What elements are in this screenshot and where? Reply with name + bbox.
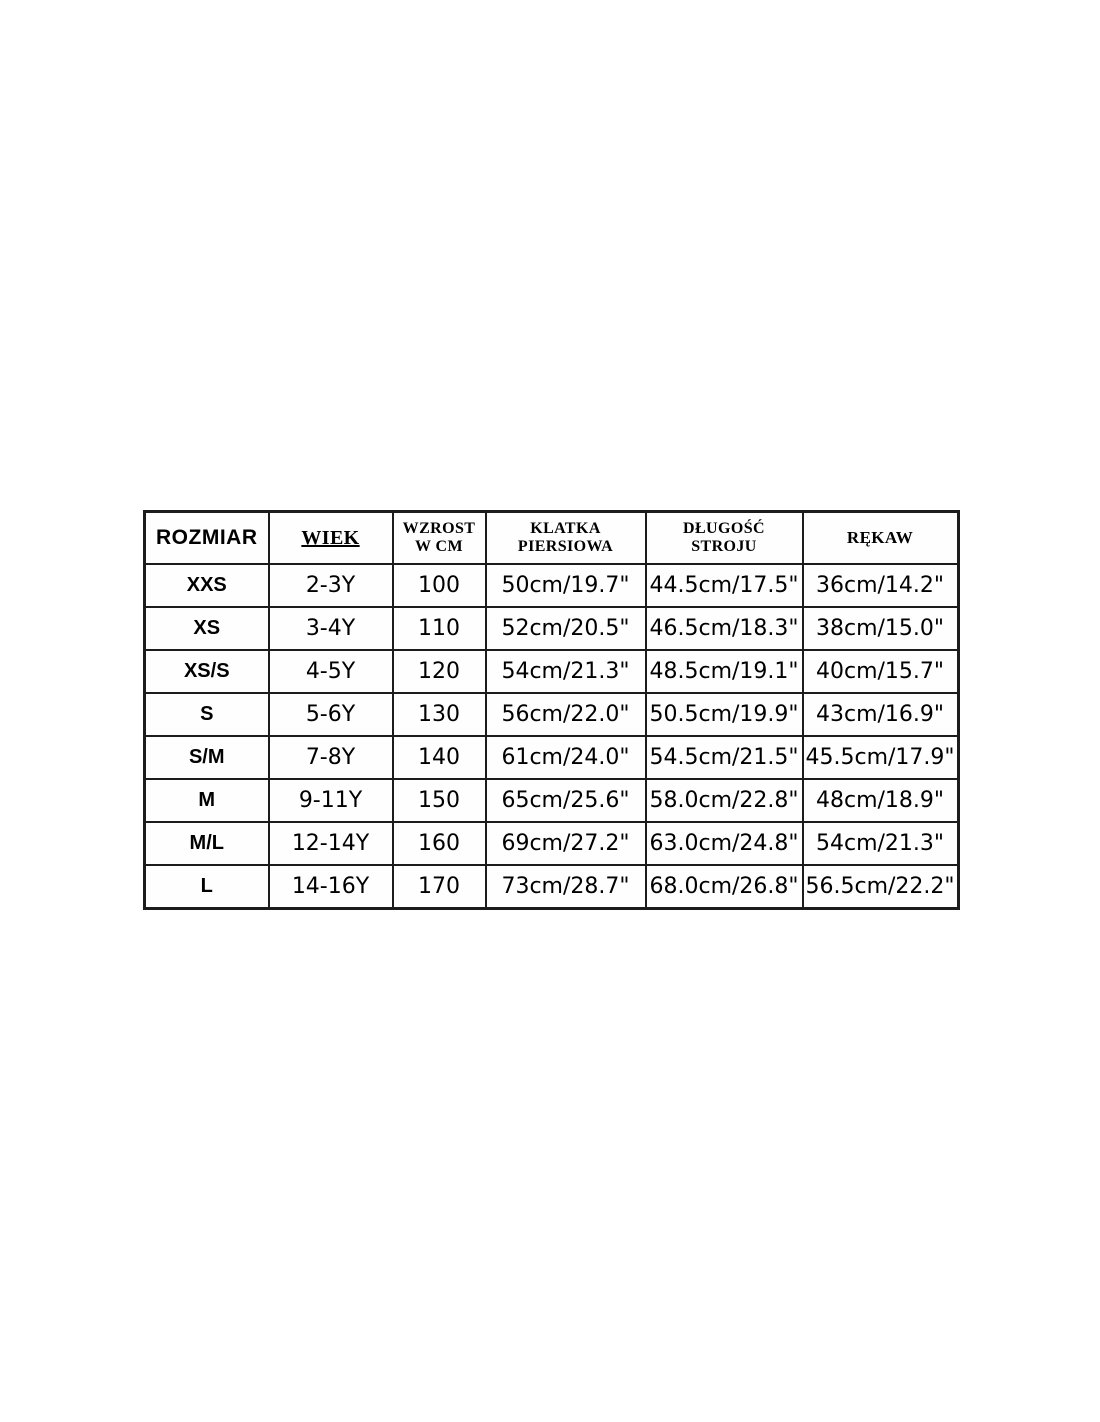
- table-cell-dlugosc: 58.0cm/22.8": [644, 778, 804, 823]
- table-cell-wiek: 9-11Y: [267, 778, 394, 823]
- table-cell-rozmiar: S/M: [143, 735, 270, 780]
- table-cell-rozmiar: M/L: [143, 821, 270, 866]
- size-chart-container: ROZMIAR WIEK WZROST W CM KLATKA PIERSIOW…: [143, 510, 960, 910]
- table-cell-wiek: 4-5Y: [267, 649, 394, 694]
- table-cell-klatka: 73cm/28.7": [484, 864, 647, 909]
- table-cell-klatka: 56cm/22.0": [484, 692, 647, 737]
- column-header-wzrost-label: WZROST W CM: [402, 519, 476, 555]
- table-cell-wiek: 3-4Y: [267, 606, 394, 651]
- table-cell-dlugosc: 44.5cm/17.5": [644, 563, 804, 608]
- column-header-dlugosc: DŁUGOŚĆ STROJU: [644, 510, 804, 565]
- table-cell-dlugosc: 46.5cm/18.3": [644, 606, 804, 651]
- table-cell-wiek: 12-14Y: [267, 821, 394, 866]
- column-header-rekaw: RĘKAW: [801, 510, 960, 565]
- table-cell-rozmiar: XXS: [143, 563, 270, 608]
- table-cell-wzrost: 140: [391, 735, 487, 780]
- table-cell-wzrost: 170: [391, 864, 487, 909]
- table-cell-rozmiar: L: [143, 864, 270, 909]
- table-cell-rozmiar: S: [143, 692, 270, 737]
- table-row: XS 3-4Y 110 52cm/20.5" 46.5cm/18.3" 38cm/15.0…: [143, 606, 960, 651]
- table-cell-dlugosc: 63.0cm/24.8": [644, 821, 804, 866]
- table-cell-wzrost: 110: [391, 606, 487, 651]
- table-row: S 5-6Y 130 56cm/22.0" 50.5cm/19.9" 43cm/16.9": [143, 692, 960, 737]
- column-header-dlugosc-label: DŁUGOŚĆ STROJU: [683, 519, 765, 555]
- column-header-rekaw-label: RĘKAW: [846, 528, 914, 548]
- table-cell-dlugosc: 48.5cm/19.1": [644, 649, 804, 694]
- table-cell-wiek: 7-8Y: [267, 735, 394, 780]
- table-cell-rozmiar: XS/S: [143, 649, 270, 694]
- column-header-klatka: KLATKA PIERSIOWA: [484, 510, 647, 565]
- table-cell-klatka: 61cm/24.0": [484, 735, 647, 780]
- table-cell-klatka: 50cm/19.7": [484, 563, 647, 608]
- table-row: S/M 7-8Y 140 61cm/24.0" 54.5cm/21.5" 45.5cm/1…: [143, 735, 960, 780]
- table-cell-rekaw: 45.5cm/17.9": [801, 735, 960, 780]
- table-cell-rekaw: 38cm/15.0": [801, 606, 960, 651]
- table-cell-rozmiar: M: [143, 778, 270, 823]
- table-cell-klatka: 65cm/25.6": [484, 778, 647, 823]
- size-chart-body: XXS 2-3Y 100 50cm/19.7" 44.5cm/17.5" 36cm/14.…: [143, 563, 960, 909]
- table-cell-rekaw: 36cm/14.2": [801, 563, 960, 608]
- table-cell-wzrost: 100: [391, 563, 487, 608]
- column-header-wiek-label: WIEK: [301, 526, 360, 549]
- table-row: M/L 12-14Y 160 69cm/27.2" 63.0cm/24.8" 54cm/2…: [143, 821, 960, 866]
- column-header-rozmiar-label: ROZMIAR: [156, 525, 258, 549]
- table-row: XS/S 4-5Y 120 54cm/21.3" 48.5cm/19.1" 40cm/15…: [143, 649, 960, 694]
- table-cell-wzrost: 150: [391, 778, 487, 823]
- table-cell-wzrost: 130: [391, 692, 487, 737]
- table-cell-dlugosc: 54.5cm/21.5": [644, 735, 804, 780]
- table-cell-rekaw: 43cm/16.9": [801, 692, 960, 737]
- table-row: XXS 2-3Y 100 50cm/19.7" 44.5cm/17.5" 36cm/14.…: [143, 563, 960, 608]
- size-chart-header: ROZMIAR WIEK WZROST W CM KLATKA PIERSIOW…: [143, 510, 960, 565]
- table-cell-rekaw: 40cm/15.7": [801, 649, 960, 694]
- table-row: L 14-16Y 170 73cm/28.7" 68.0cm/26.8" 56.5cm/2…: [143, 864, 960, 909]
- table-cell-klatka: 52cm/20.5": [484, 606, 647, 651]
- table-cell-wiek: 5-6Y: [267, 692, 394, 737]
- table-cell-wzrost: 120: [391, 649, 487, 694]
- column-header-rozmiar: ROZMIAR: [143, 510, 270, 565]
- table-cell-wzrost: 160: [391, 821, 487, 866]
- table-cell-rekaw: 48cm/18.9": [801, 778, 960, 823]
- header-row: ROZMIAR WIEK WZROST W CM KLATKA PIERSIOW…: [143, 510, 960, 565]
- table-cell-wiek: 14-16Y: [267, 864, 394, 909]
- table-cell-klatka: 69cm/27.2": [484, 821, 647, 866]
- column-header-wzrost: WZROST W CM: [391, 510, 487, 565]
- table-row: M 9-11Y 150 65cm/25.6" 58.0cm/22.8" 48cm/18.9…: [143, 778, 960, 823]
- table-cell-dlugosc: 68.0cm/26.8": [644, 864, 804, 909]
- table-cell-klatka: 54cm/21.3": [484, 649, 647, 694]
- table-cell-dlugosc: 50.5cm/19.9": [644, 692, 804, 737]
- table-cell-wiek: 2-3Y: [267, 563, 394, 608]
- table-cell-rozmiar: XS: [143, 606, 270, 651]
- table-cell-rekaw: 56.5cm/22.2": [801, 864, 960, 909]
- column-header-klatka-label: KLATKA PIERSIOWA: [517, 519, 614, 555]
- column-header-wiek: WIEK: [267, 510, 394, 565]
- size-chart-table: ROZMIAR WIEK WZROST W CM KLATKA PIERSIOW…: [143, 510, 960, 910]
- table-cell-rekaw: 54cm/21.3": [801, 821, 960, 866]
